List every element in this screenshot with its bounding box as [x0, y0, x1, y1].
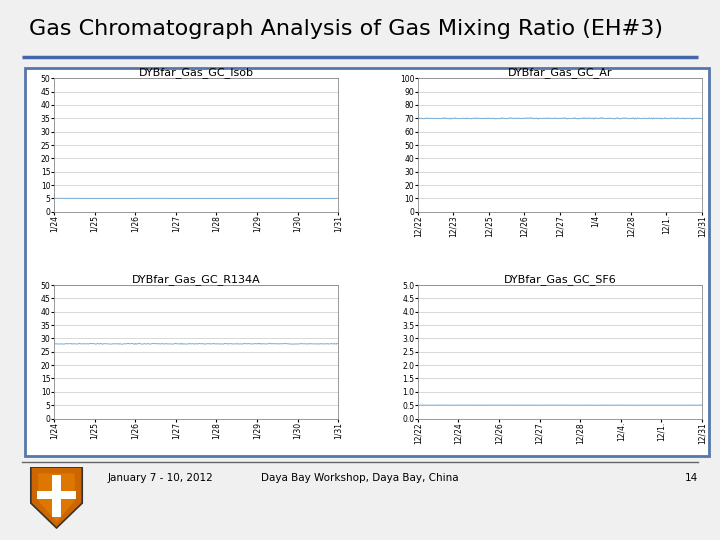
Polygon shape: [31, 467, 82, 528]
Polygon shape: [38, 473, 75, 522]
Text: Gas Chromatograph Analysis of Gas Mixing Ratio (EH#3): Gas Chromatograph Analysis of Gas Mixing…: [29, 19, 663, 39]
Title: DYBfar_Gas_GC_Ar: DYBfar_Gas_GC_Ar: [508, 68, 612, 78]
Text: Daya Bay Workshop, Daya Bay, China: Daya Bay Workshop, Daya Bay, China: [261, 473, 459, 483]
Title: DYBfar_Gas_GC_R134A: DYBfar_Gas_GC_R134A: [132, 274, 261, 285]
Bar: [37, 491, 76, 500]
Title: DYBfar_Gas_GC_SF6: DYBfar_Gas_GC_SF6: [503, 274, 616, 285]
Text: 14: 14: [685, 473, 698, 483]
Text: January 7 - 10, 2012: January 7 - 10, 2012: [108, 473, 214, 483]
Title: DYBfar_Gas_GC_Isob: DYBfar_Gas_GC_Isob: [139, 68, 253, 78]
Bar: [52, 475, 61, 517]
